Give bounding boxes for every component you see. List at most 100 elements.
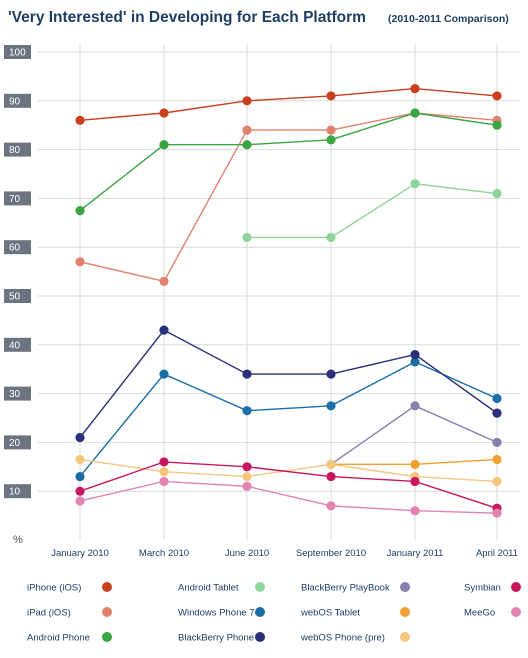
legend: iPhone (iOS) iPad (iOS) Android Phone Andro… (27, 582, 521, 644)
data-point (492, 476, 502, 487)
data-point (242, 140, 252, 150)
series-line (79, 458, 498, 483)
data-point (492, 454, 502, 465)
x-axis-ticks: January 2010 March 2010 June 2010 September… (51, 548, 518, 559)
y-axis-unit: % (13, 534, 23, 546)
data-point (326, 135, 336, 145)
legend-item-iphone-ios: iPhone (iOS) (27, 582, 112, 594)
data-point (410, 401, 420, 411)
data-point (242, 471, 252, 482)
series-line (247, 183, 498, 239)
data-point (492, 188, 502, 199)
legend-label: BlackBerry Phone (178, 633, 254, 644)
data-point (242, 232, 252, 243)
series-line (79, 329, 498, 438)
data-point (75, 486, 85, 496)
legend-item-windows-phone-7: Windows Phone 7 (178, 607, 265, 619)
legend-swatch (400, 582, 410, 592)
y-tick-label: 80 (9, 145, 21, 156)
y-tick-badge (4, 484, 31, 499)
y-tick-label: 20 (9, 438, 21, 449)
legend-item-symbian: Symbian (464, 582, 521, 594)
legend-label: webOS Tablet (300, 608, 360, 619)
legend-swatch (511, 607, 521, 617)
data-point (326, 91, 336, 101)
data-point (326, 401, 336, 411)
y-tick-badge (4, 93, 31, 108)
data-point (159, 369, 169, 379)
x-tick-label: April 2011 (476, 548, 518, 559)
data-point (75, 471, 85, 482)
data-point (492, 120, 502, 130)
x-tick-label: January 2010 (51, 548, 109, 559)
legend-swatch (102, 582, 112, 592)
legend-item-blackberry-phone: BlackBerry Phone (178, 632, 265, 644)
data-point (410, 357, 420, 367)
legend-swatch (102, 607, 112, 617)
legend-item-ipad-ios: iPad (iOS) (27, 607, 112, 619)
data-point (75, 496, 85, 506)
data-point (159, 457, 169, 467)
legend-swatch (511, 582, 521, 592)
legend-item-blackberry-playbook: BlackBerry PlayBook (301, 582, 410, 594)
x-tick-label: June 2010 (225, 548, 269, 559)
grid (38, 44, 520, 540)
series-line (79, 112, 498, 283)
chart-title: 'Very Interested' in Developing for Each… (8, 9, 366, 26)
data-point (410, 349, 420, 360)
series-line (79, 112, 498, 212)
data-point (410, 476, 420, 487)
series-ipad-ios (75, 108, 502, 286)
y-tick-label: 30 (9, 389, 21, 400)
legend-label: iPad (iOS) (27, 608, 71, 619)
data-point (159, 276, 169, 286)
data-point (75, 432, 85, 443)
data-point (242, 125, 252, 135)
data-point (492, 508, 502, 518)
legend-item-android-tablet: Android Tablet (178, 582, 265, 594)
series-windows-phone-7 (75, 357, 502, 482)
y-tick-label: 70 (9, 194, 21, 205)
y-tick-label: 100 (9, 48, 26, 59)
data-point (242, 96, 252, 106)
legend-swatch (102, 632, 112, 642)
x-tick-label: January 2011 (387, 548, 444, 559)
y-tick-badge (4, 386, 31, 401)
y-tick-badge (4, 240, 31, 255)
data-point (242, 462, 252, 472)
legend-item-meego: MeeGo (464, 607, 521, 619)
data-point (326, 232, 336, 243)
y-tick-badge (4, 45, 31, 59)
legend-swatch (255, 632, 265, 642)
data-point (75, 454, 85, 465)
data-point (159, 325, 169, 335)
y-tick-label: 10 (9, 487, 21, 498)
series-iphone-ios (75, 84, 502, 125)
series-line (79, 461, 498, 509)
legend-swatch (255, 607, 265, 617)
data-point (75, 115, 85, 125)
data-point (410, 108, 420, 118)
series-symbian (75, 457, 502, 513)
data-point (492, 393, 502, 404)
series-lines (75, 84, 502, 518)
data-point (410, 459, 420, 469)
data-point (326, 125, 336, 135)
data-point (410, 84, 420, 94)
legend-item-android-phone: Android Phone (27, 632, 112, 644)
legend-label: Windows Phone 7 (178, 608, 255, 619)
y-tick-label: 90 (9, 96, 21, 107)
data-point (492, 91, 502, 101)
data-point (75, 257, 85, 267)
legend-label: MeeGo (464, 608, 495, 619)
y-tick-label: 40 (9, 340, 21, 351)
series-android-phone (75, 108, 502, 216)
series-blackberry-phone (75, 325, 502, 443)
legend-swatch (255, 582, 265, 592)
y-tick-label: 50 (9, 292, 21, 303)
data-point (326, 501, 336, 511)
y-tick-badge (4, 289, 31, 303)
data-point (326, 369, 336, 379)
